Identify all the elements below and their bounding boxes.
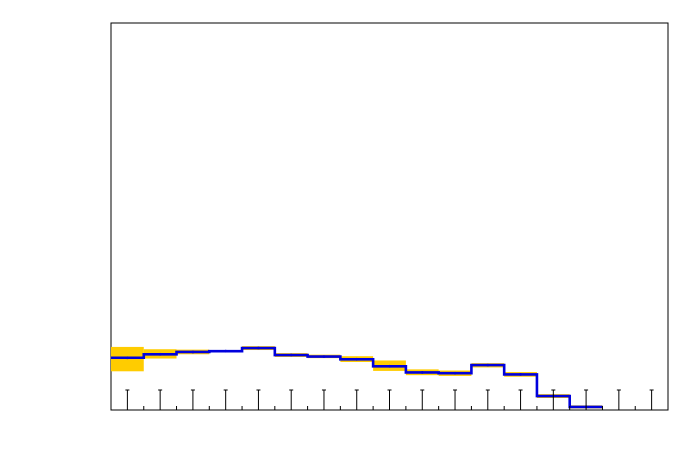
data-point-5 xyxy=(289,353,293,357)
data-point-8 xyxy=(388,364,391,368)
data-point-4 xyxy=(257,346,260,350)
plot-frame xyxy=(110,22,669,411)
data-point-0 xyxy=(125,356,129,360)
data-point-1 xyxy=(158,352,162,356)
data-point-12 xyxy=(519,372,522,376)
data-point-3 xyxy=(224,349,228,353)
data-point-9 xyxy=(420,371,424,374)
data-point-7 xyxy=(355,357,359,361)
x-axis-ticks xyxy=(125,389,654,410)
data-point-11 xyxy=(486,363,490,367)
data-point-10 xyxy=(453,371,457,375)
data-point-6 xyxy=(322,355,326,358)
data-point-2 xyxy=(191,350,195,354)
series-line-layer xyxy=(111,346,603,409)
